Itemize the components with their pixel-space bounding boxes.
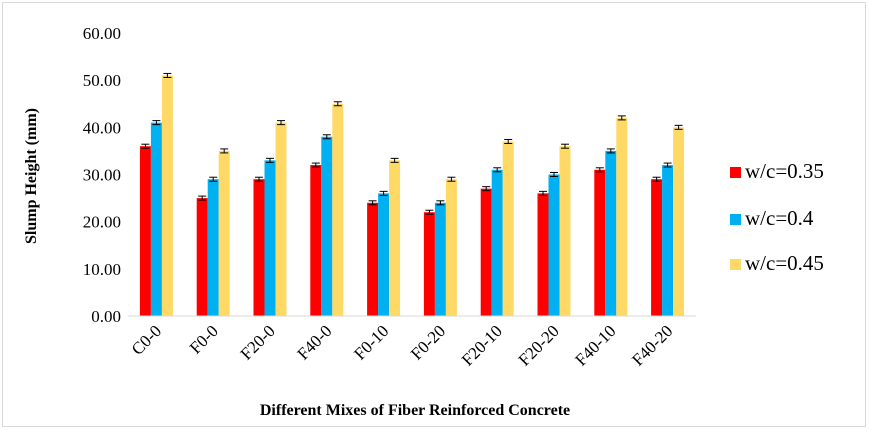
y-tick-label: 10.00 bbox=[83, 260, 121, 279]
x-tick-label: F0-20 bbox=[407, 321, 449, 363]
legend-swatch bbox=[730, 167, 741, 178]
y-tick-label: 50.00 bbox=[83, 71, 121, 90]
bar bbox=[445, 179, 457, 316]
legend: w/c=0.35 w/c=0.4 w/c=0.45 bbox=[730, 159, 824, 275]
x-axis-ticks: C0-0 F0-0 F20-0 F40-0 F0-10 F0-20 F20-10 F20-20… bbox=[128, 321, 677, 369]
y-tick-label: 0.00 bbox=[91, 307, 121, 326]
bar bbox=[264, 160, 276, 316]
y-axis-title-group: Slump Height (mm) bbox=[23, 108, 40, 244]
x-tick-label: F0-0 bbox=[186, 321, 222, 357]
legend-label: w/c=0.45 bbox=[745, 251, 824, 275]
bar bbox=[310, 165, 322, 316]
bar bbox=[161, 75, 173, 316]
bar bbox=[253, 179, 265, 316]
bar bbox=[218, 150, 230, 316]
x-tick-label: F20-0 bbox=[237, 321, 279, 363]
bar bbox=[196, 198, 208, 316]
x-tick-label: F40-20 bbox=[628, 321, 676, 369]
y-axis-ticks: 0.00 10.00 20.00 30.00 40.00 50.00 60.00 bbox=[83, 24, 121, 326]
bar bbox=[491, 169, 503, 316]
x-tick-label: F20-10 bbox=[458, 321, 506, 369]
bar bbox=[616, 117, 628, 317]
bar bbox=[207, 179, 219, 316]
bar bbox=[367, 202, 379, 316]
bar bbox=[673, 127, 685, 316]
bar bbox=[332, 103, 344, 316]
y-tick-label: 40.00 bbox=[83, 118, 121, 137]
bar bbox=[321, 136, 333, 316]
bar bbox=[480, 188, 492, 316]
x-tick-label: C0-0 bbox=[128, 321, 165, 358]
bar bbox=[548, 174, 560, 316]
y-axis-title: Slump Height (mm) bbox=[23, 108, 40, 244]
y-tick-label: 60.00 bbox=[83, 24, 121, 43]
legend-swatch bbox=[730, 214, 741, 225]
bar bbox=[389, 160, 401, 316]
bar bbox=[605, 150, 617, 316]
legend-label: w/c=0.4 bbox=[745, 206, 814, 230]
bar bbox=[651, 179, 663, 316]
bar bbox=[662, 165, 674, 316]
bar bbox=[139, 146, 151, 316]
bar bbox=[559, 146, 571, 316]
y-tick-label: 20.00 bbox=[83, 213, 121, 232]
bar bbox=[502, 141, 514, 316]
bar bbox=[434, 202, 446, 316]
bar bbox=[423, 212, 435, 316]
bar bbox=[275, 122, 287, 316]
y-tick-label: 30.00 bbox=[83, 166, 121, 185]
x-tick-label: F20-20 bbox=[515, 321, 563, 369]
x-axis-title: Different Mixes of Fiber Reinforced Conc… bbox=[260, 402, 570, 419]
x-tick-label: F40-10 bbox=[571, 321, 619, 369]
x-tick-label: F0-10 bbox=[350, 321, 392, 363]
bar bbox=[537, 193, 549, 316]
x-tick-label: F40-0 bbox=[293, 321, 335, 363]
legend-swatch bbox=[730, 259, 741, 270]
bar bbox=[150, 122, 162, 316]
bar bbox=[594, 169, 606, 316]
bars-layer bbox=[139, 72, 685, 317]
legend-label: w/c=0.35 bbox=[745, 159, 824, 183]
bar bbox=[378, 193, 390, 316]
